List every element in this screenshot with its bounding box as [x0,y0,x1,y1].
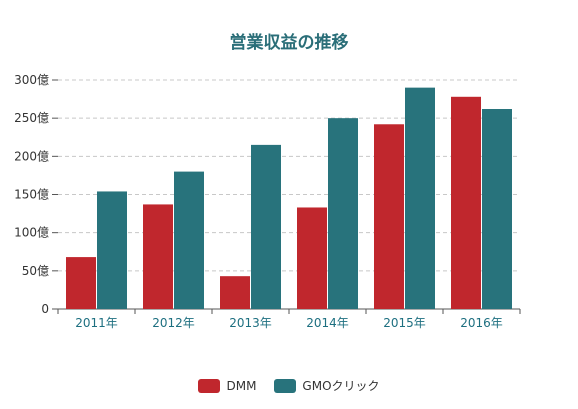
legend-item-gmo[interactable]: GMOクリック [274,377,380,394]
legend-label-dmm: DMM [226,378,257,393]
y-tick-label: 250億 [14,111,49,125]
bar-dmm-1 [143,204,173,309]
x-tick-label: 2014年 [306,316,349,330]
legend-swatch-gmo [274,378,297,393]
legend-label-gmo: GMOクリック [302,379,380,393]
bar-dmm-3 [297,207,327,309]
bar-dmm-0 [66,257,96,309]
bar-gmo-2 [251,144,281,309]
legend-item-dmm[interactable]: DMM [198,377,256,394]
bar-dmm-4 [374,124,404,309]
bar-dmm-2 [220,276,250,309]
bar-gmo-4 [405,87,435,309]
bar-dmm-5 [451,96,481,309]
bar-gmo-3 [328,118,358,310]
y-tick-label: 50億 [22,264,49,278]
y-tick-label: 100億 [14,226,49,240]
x-tick-label: 2015年 [383,316,426,330]
chart-title: 営業収益の推移 [229,33,349,53]
y-tick-label: 0 [41,302,49,316]
x-tick-label: 2013年 [229,316,272,330]
bar-gmo-5 [482,109,512,309]
y-tick-label: 300億 [14,73,49,87]
bar-gmo-1 [174,171,204,309]
x-tick-label: 2016年 [460,316,503,330]
x-tick-label: 2011年 [75,316,118,330]
legend: DMM GMOクリック [0,377,578,394]
y-tick-label: 200億 [14,149,49,163]
bar-gmo-0 [97,191,127,309]
x-tick-label: 2012年 [152,316,195,330]
y-tick-label: 150億 [14,188,49,202]
legend-swatch-dmm [198,378,221,393]
